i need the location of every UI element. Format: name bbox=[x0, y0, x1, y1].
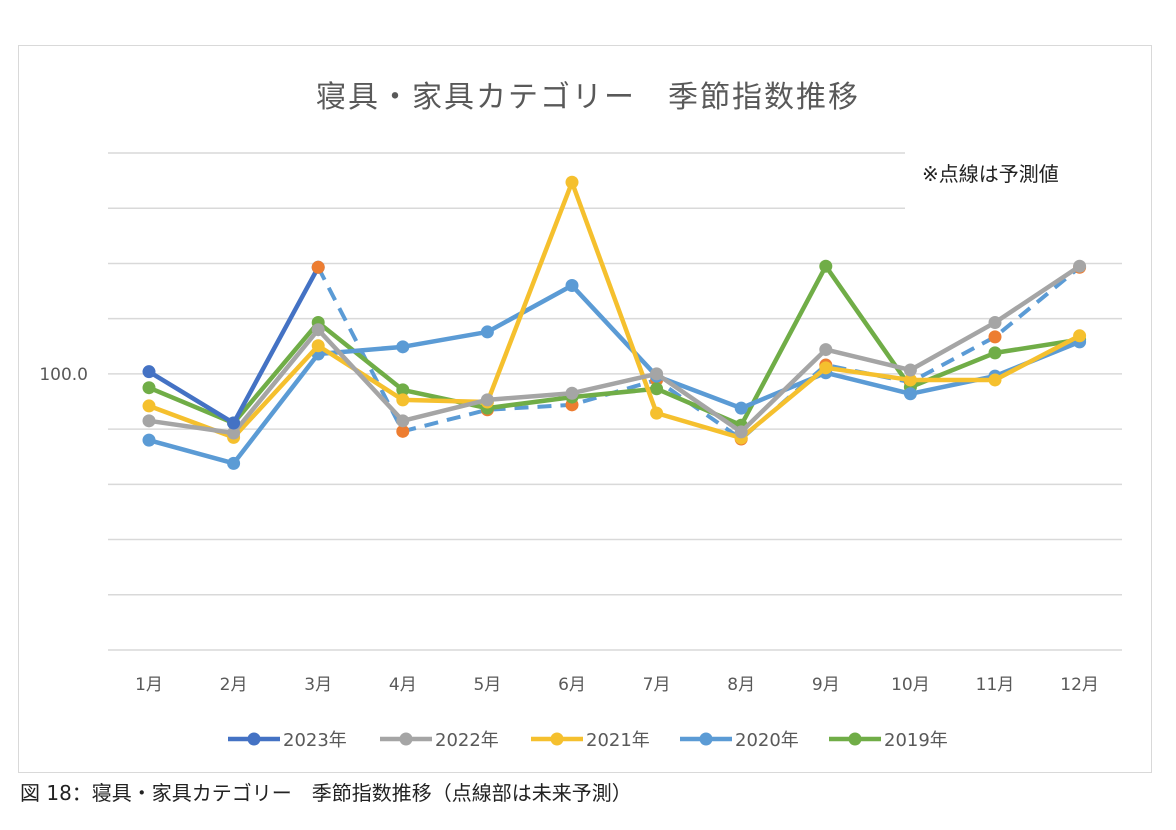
legend-label: 2019年 bbox=[884, 730, 948, 751]
legend-swatch-marker bbox=[699, 732, 713, 746]
series-2019-point bbox=[396, 383, 410, 397]
x-tick-label: 10月 bbox=[891, 675, 930, 695]
series-2020-line bbox=[148, 283, 1081, 466]
x-tick-label: 1月 bbox=[135, 675, 163, 695]
series-2022-point bbox=[565, 386, 579, 400]
series-2020-point bbox=[903, 387, 917, 401]
x-tick-label: 7月 bbox=[643, 675, 671, 695]
forecast-point bbox=[396, 424, 410, 438]
forecast-point bbox=[311, 260, 325, 274]
series-2020-point bbox=[565, 279, 579, 293]
series-2021-point bbox=[650, 406, 664, 420]
series-2021-point bbox=[988, 373, 1002, 387]
series-2022-point bbox=[903, 363, 917, 377]
x-tick-label: 4月 bbox=[389, 675, 417, 695]
legend-swatch-marker bbox=[399, 732, 413, 746]
series-2022-point bbox=[734, 425, 748, 439]
series-2022-point bbox=[227, 426, 241, 440]
x-tick-label: 8月 bbox=[727, 675, 755, 695]
x-tick-label: 11月 bbox=[976, 675, 1015, 695]
series-2022-point bbox=[988, 316, 1002, 330]
series-2021-point bbox=[1073, 329, 1087, 343]
x-tick-label: 2月 bbox=[220, 675, 248, 695]
figure-caption: 図 18：寝具・家具カテゴリー 季節指数推移（点線部は未来予測） bbox=[20, 781, 632, 805]
legend-label: 2021年 bbox=[586, 730, 650, 751]
forecast-point bbox=[988, 330, 1002, 344]
series-2022-point bbox=[480, 393, 494, 407]
x-tick-label: 6月 bbox=[558, 675, 586, 695]
x-tick-label: 3月 bbox=[304, 675, 332, 695]
series-2023-point bbox=[142, 365, 156, 379]
series-2022-point bbox=[396, 414, 410, 428]
y-tick-label: 100.0 bbox=[39, 365, 88, 385]
series-2020-point bbox=[227, 456, 241, 470]
x-tick-label: 5月 bbox=[473, 675, 501, 695]
legend-label: 2022年 bbox=[435, 730, 499, 751]
series-2019-point bbox=[819, 259, 833, 273]
series-2019-point bbox=[650, 382, 664, 396]
forecast-line bbox=[316, 265, 1081, 442]
series-2022-point bbox=[650, 367, 664, 381]
legend-swatch-marker bbox=[550, 732, 564, 746]
series-2021-point bbox=[819, 361, 833, 375]
series-2020-point bbox=[734, 401, 748, 415]
legend-swatch-marker bbox=[247, 732, 261, 746]
series-2020-point bbox=[480, 325, 494, 339]
x-tick-label: 9月 bbox=[812, 675, 840, 695]
series-2023-point bbox=[227, 416, 241, 430]
series-2022-point bbox=[311, 323, 325, 337]
series-2021-point bbox=[903, 373, 917, 387]
series-2022-point bbox=[142, 414, 156, 428]
series-2020-point bbox=[396, 340, 410, 354]
legend-label: 2020年 bbox=[735, 730, 799, 751]
series-2021-point bbox=[142, 399, 156, 413]
legend-swatch-marker bbox=[848, 732, 862, 746]
series-2021-point bbox=[565, 175, 579, 189]
series-2022-line bbox=[148, 264, 1081, 436]
series-2022-point bbox=[819, 343, 833, 357]
forecast-note: ※点線は予測値 bbox=[922, 162, 1059, 186]
series-2021-line bbox=[148, 180, 1081, 441]
series-2021-point bbox=[311, 339, 325, 353]
series-2019-point bbox=[988, 346, 1002, 360]
series-2022-point bbox=[1073, 259, 1087, 273]
legend-label: 2023年 bbox=[283, 730, 347, 751]
series-2020-point bbox=[142, 433, 156, 447]
chart-title: 寝具・家具カテゴリー 季節指数推移 bbox=[316, 80, 860, 115]
x-tick-label: 12月 bbox=[1060, 675, 1099, 695]
series-2021-point bbox=[396, 393, 410, 407]
series-2019-point bbox=[142, 381, 156, 395]
series-2019-line bbox=[148, 263, 1080, 428]
